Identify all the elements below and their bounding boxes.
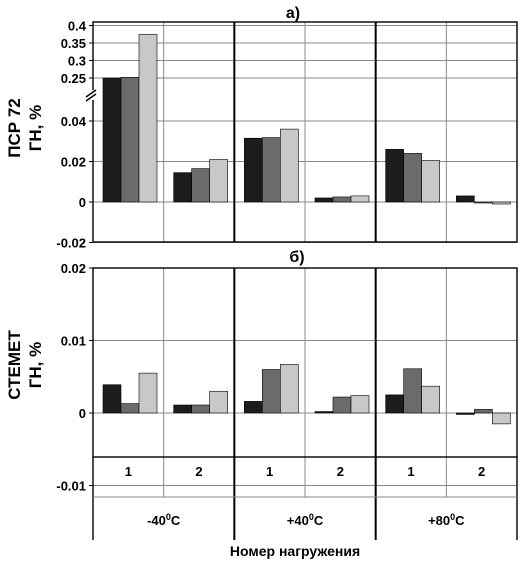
- bar: [262, 369, 281, 414]
- y-tick-label: 0.01: [61, 334, 86, 349]
- bar: [173, 404, 192, 414]
- axis-break-gap: [85, 90, 99, 100]
- panel-label: а): [286, 5, 300, 22]
- bar: [474, 201, 493, 204]
- temperature-group-label: +400C: [287, 512, 324, 528]
- y-tick-label: -0.01: [56, 479, 86, 494]
- bar: [120, 77, 140, 203]
- x-tick-label: 2: [337, 464, 344, 479]
- temperature-value: +40: [287, 513, 309, 528]
- bar: [403, 368, 422, 414]
- bar: [332, 196, 352, 203]
- bar: [314, 411, 334, 414]
- bar: [492, 201, 511, 205]
- y-tick-label: 0.3: [68, 54, 86, 69]
- y-tick-label: 0: [79, 406, 86, 421]
- y-axis-title: ПСР 72: [5, 98, 24, 157]
- bar: [314, 197, 334, 203]
- y-tick-label: 0.02: [61, 261, 86, 276]
- y-axis-title: ГН, %: [26, 342, 45, 388]
- bar: [385, 149, 404, 203]
- temperature-unit: C: [314, 513, 324, 528]
- bar: [209, 159, 228, 203]
- temperature-value: -40: [147, 513, 166, 528]
- bar: [280, 364, 299, 414]
- bar: [474, 409, 493, 414]
- bar: [385, 394, 404, 414]
- bar: [244, 137, 263, 203]
- bar: [120, 403, 140, 414]
- y-tick-label: 0.04: [61, 114, 87, 129]
- bar: [262, 137, 281, 203]
- y-tick-label: 0.35: [61, 36, 86, 51]
- y-axis-title: ГН, %: [26, 105, 45, 151]
- axis-break-mark: [85, 89, 97, 98]
- panel-label: б): [289, 249, 304, 266]
- axis-break-icon: [85, 89, 99, 102]
- bar: [138, 372, 158, 414]
- x-axis-title: Номер нагружения: [230, 543, 360, 559]
- y-tick-label: 0.02: [61, 155, 86, 170]
- bar: [280, 128, 299, 203]
- plot-frame: [92, 267, 518, 458]
- temperature-value: +80: [428, 513, 450, 528]
- temperature-group-label: +800C: [428, 512, 465, 528]
- bar: [492, 412, 511, 425]
- y-tick-label: 0: [79, 195, 86, 210]
- temperature-degree: 0: [309, 512, 314, 522]
- bar: [332, 396, 352, 414]
- bar: [244, 401, 263, 414]
- bar: [421, 385, 440, 414]
- plot-frame: [92, 21, 518, 243]
- bar: [350, 195, 370, 203]
- bar: [138, 33, 158, 203]
- x-tick-label: 1: [407, 464, 414, 479]
- bar: [350, 395, 370, 414]
- temperature-group-label: -400C: [147, 512, 181, 528]
- x-tick-label: 1: [125, 464, 132, 479]
- x-tick-label: 1: [266, 464, 273, 479]
- bar: [456, 412, 475, 415]
- axis-break-mark: [85, 93, 97, 102]
- bar: [191, 404, 210, 414]
- bar: [209, 390, 228, 414]
- x-tick-label: 2: [478, 464, 485, 479]
- bar: [421, 160, 440, 203]
- y-tick-label: 0.25: [61, 71, 86, 86]
- bar: [173, 172, 192, 203]
- bar: [191, 168, 210, 203]
- temperature-degree: 0: [166, 512, 171, 522]
- y-tick-label: 0.4: [68, 19, 87, 34]
- temperature-unit: C: [455, 513, 465, 528]
- bar: [456, 195, 475, 203]
- temperature-degree: 0: [450, 512, 455, 522]
- bar: [102, 384, 122, 414]
- bar: [102, 77, 122, 203]
- x-tick-label: 2: [195, 464, 202, 479]
- temperature-unit: C: [171, 513, 181, 528]
- bar: [403, 153, 422, 203]
- y-axis-title: СТЕМЕТ: [5, 330, 24, 400]
- y-tick-label: -0.02: [56, 236, 86, 251]
